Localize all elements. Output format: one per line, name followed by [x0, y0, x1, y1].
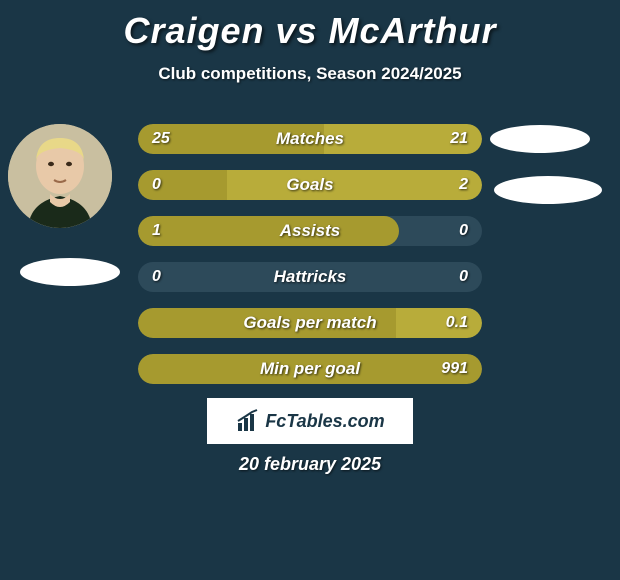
stats-container: Matches2521Goals02Assists10Hattricks00Go… [138, 124, 482, 400]
stat-value-left: 1 [152, 216, 161, 246]
stat-row: Min per goal991 [138, 354, 482, 384]
stat-row: Matches25 21 [138, 124, 482, 154]
stat-value-right: 21 [450, 124, 468, 154]
stat-value-left: 0 [152, 170, 161, 200]
comparison-date: 20 february 2025 [0, 454, 620, 475]
stat-label: Matches [138, 124, 482, 154]
stat-label: Goals [138, 170, 482, 200]
stat-value-left: 25 [152, 124, 170, 154]
stat-value-left: 0 [152, 262, 161, 292]
comparison-subtitle: Club competitions, Season 2024/2025 [0, 64, 620, 84]
team-left-logo-placeholder [20, 258, 120, 286]
stat-row: Assists1 0 [138, 216, 482, 246]
comparison-title: Craigen vs McArthur [0, 0, 620, 52]
chart-icon [235, 408, 261, 434]
branding-badge: FcTables.com [207, 398, 413, 444]
branding-text: FcTables.com [265, 411, 384, 432]
stat-value-right: 0.1 [446, 308, 468, 338]
player-left-avatar [8, 124, 112, 228]
team-right-logo-placeholder-1 [490, 125, 590, 153]
stat-value-right: 0 [459, 216, 468, 246]
stat-row: Hattricks0 0 [138, 262, 482, 292]
stat-row: Goals per match0.1 [138, 308, 482, 338]
stat-label: Goals per match [138, 308, 482, 338]
stat-value-right: 2 [459, 170, 468, 200]
stat-label: Assists [138, 216, 482, 246]
stat-row: Goals0 2 [138, 170, 482, 200]
stat-value-right: 991 [441, 354, 468, 384]
stat-label: Hattricks [138, 262, 482, 292]
stat-label: Min per goal [138, 354, 482, 384]
stat-value-right: 0 [459, 262, 468, 292]
team-right-logo-placeholder-2 [494, 176, 602, 204]
